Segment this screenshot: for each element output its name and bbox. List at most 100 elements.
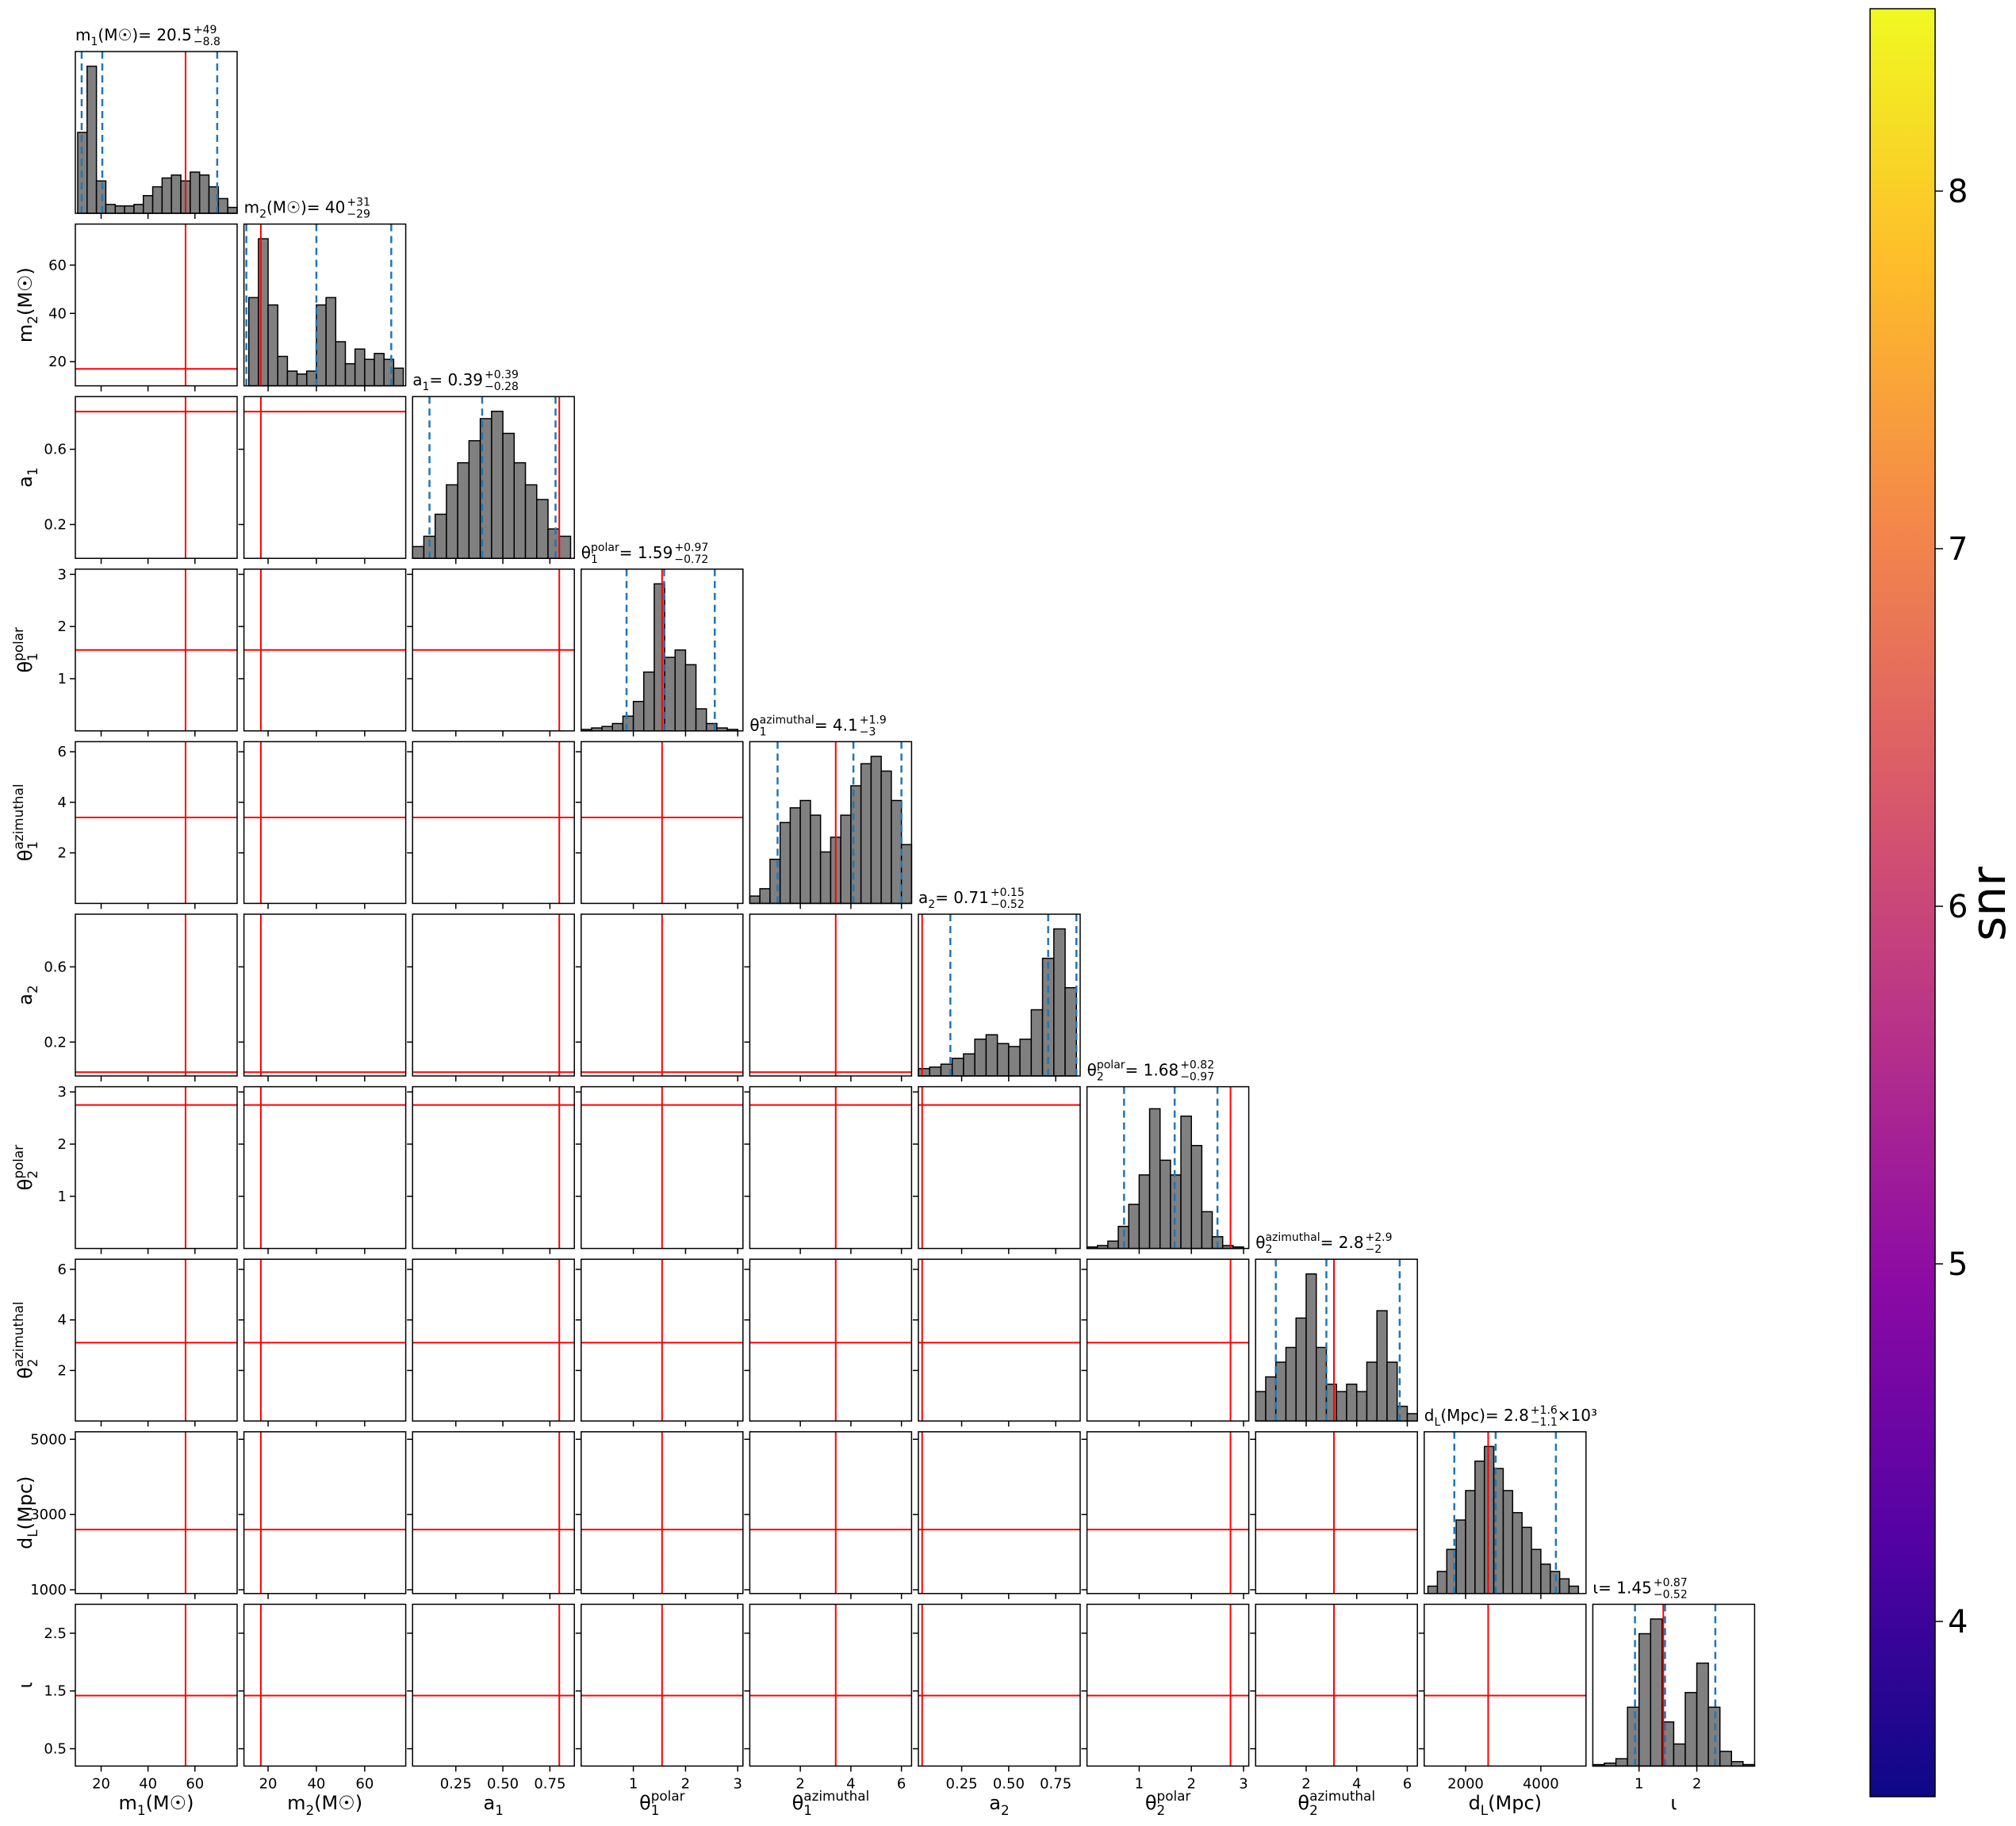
histogram-bar xyxy=(547,528,560,559)
label-symbol: a xyxy=(14,993,36,1005)
x-tick-label: 60 xyxy=(355,1775,374,1792)
label-symbol: a xyxy=(14,476,36,488)
label-symbol: m xyxy=(244,198,259,217)
x-tick-label: 6 xyxy=(897,1775,906,1792)
histogram-bar xyxy=(1386,1361,1398,1422)
label-sup: polar xyxy=(1157,1788,1191,1804)
x-tick-label: 2 xyxy=(681,1775,690,1792)
x-tick-label: 2 xyxy=(1692,1775,1701,1792)
colorbar-tick-label: 5 xyxy=(1948,1246,1968,1283)
histogram-bar xyxy=(1295,1317,1307,1422)
histogram-bar xyxy=(974,1038,987,1077)
histogram-bar xyxy=(1190,1145,1203,1250)
histogram-bar xyxy=(198,174,210,214)
histogram-bar xyxy=(1638,1633,1652,1767)
label-sub: 2 xyxy=(25,316,40,324)
histogram-bar xyxy=(190,171,201,214)
label-symbol: θ xyxy=(639,1792,651,1814)
histogram-bar xyxy=(1325,1384,1337,1422)
histogram-bar xyxy=(1465,1490,1476,1594)
histogram-bar xyxy=(1138,1174,1151,1250)
histogram-bar xyxy=(951,1057,964,1077)
histogram-bar xyxy=(1148,1108,1161,1250)
y-tick-label: 2 xyxy=(58,1362,67,1379)
y-tick-label: 1 xyxy=(58,1189,67,1205)
y-tick-label: 6 xyxy=(58,1261,67,1278)
histogram-bar xyxy=(86,65,98,214)
panel-frame xyxy=(75,741,238,905)
label-symbol: θ xyxy=(1255,1233,1265,1252)
panel-frame xyxy=(749,741,913,905)
histogram-bar xyxy=(1436,1571,1448,1594)
colorbar xyxy=(1869,8,1936,1797)
label-sub: 1 xyxy=(137,1802,146,1818)
label-unit: (M☉) xyxy=(14,267,36,316)
histogram-bar xyxy=(344,363,356,387)
title-error-sup: +31 xyxy=(347,197,370,209)
x-tick-label: 4000 xyxy=(1523,1775,1559,1792)
panel-frame xyxy=(1086,1258,1250,1422)
panel-frame xyxy=(581,913,744,1077)
label-sup: azimuthal xyxy=(1265,1231,1320,1244)
title-value: = 1.68 xyxy=(1125,1061,1179,1080)
x-tick-label: 40 xyxy=(307,1775,325,1792)
histogram-bar xyxy=(479,418,493,559)
histogram-bar xyxy=(1707,1706,1721,1767)
panel-frame xyxy=(1086,1603,1250,1767)
histogram-bar xyxy=(684,664,697,732)
label-symbol: m xyxy=(14,324,36,343)
histogram-bar xyxy=(457,461,470,559)
panel-frame xyxy=(1255,1431,1418,1594)
histogram-bar xyxy=(354,348,366,387)
histogram-bar xyxy=(1336,1391,1347,1422)
axis-label: m2 (M☉) xyxy=(14,267,40,343)
y-tick-label: 5000 xyxy=(30,1431,67,1448)
title-error-sub: −8.8 xyxy=(194,36,220,48)
histogram-bar xyxy=(1455,1519,1466,1594)
histogram-bar xyxy=(1128,1204,1140,1250)
histogram-bar xyxy=(963,1053,975,1077)
panel-frame xyxy=(75,51,238,214)
histogram-bar xyxy=(810,814,822,905)
label-sub: 1 xyxy=(25,467,40,476)
panel-frame xyxy=(243,1431,407,1594)
panel-frame xyxy=(243,396,407,559)
histogram-bar xyxy=(1285,1346,1297,1422)
histogram-bar xyxy=(611,722,624,732)
label-symbol: θ xyxy=(14,661,36,673)
histogram-bar xyxy=(1064,986,1078,1077)
histogram-bar xyxy=(996,1043,1010,1077)
histogram-bar xyxy=(1684,1691,1698,1767)
axis-label: a1 xyxy=(14,467,40,487)
histogram-bar xyxy=(900,844,913,905)
histogram-bar xyxy=(247,297,259,387)
panel-frame xyxy=(412,1258,575,1422)
histogram-bar xyxy=(840,814,852,905)
panel-frame xyxy=(75,1258,238,1422)
label-symbol: θ xyxy=(1297,1792,1309,1814)
label-symbol: m xyxy=(75,25,90,44)
label-sub: 1 xyxy=(25,841,40,850)
panel-frame xyxy=(243,223,407,387)
histogram-bar xyxy=(133,204,144,214)
x-tick-label: 0.50 xyxy=(487,1775,519,1792)
x-tick-label: 2 xyxy=(1186,1775,1195,1792)
histogram-bar xyxy=(929,1066,942,1077)
histogram-bar xyxy=(1427,1585,1439,1594)
histogram-bar xyxy=(434,513,447,559)
label-sub: 2 xyxy=(1309,1802,1318,1818)
label-sub: 2 xyxy=(25,1359,40,1368)
histogram-bar xyxy=(105,204,117,214)
panel-frame xyxy=(918,1085,1081,1250)
title-error-sub: −3 xyxy=(860,725,876,738)
histogram-bar xyxy=(1107,1240,1119,1250)
panel-frame xyxy=(75,223,238,387)
x-tick-label: 40 xyxy=(139,1775,157,1792)
histogram-bar xyxy=(374,353,385,387)
x-tick-label: 0.75 xyxy=(1040,1775,1071,1792)
x-tick-label: 1 xyxy=(1135,1775,1144,1792)
label-unit: (M☉) xyxy=(98,25,138,44)
